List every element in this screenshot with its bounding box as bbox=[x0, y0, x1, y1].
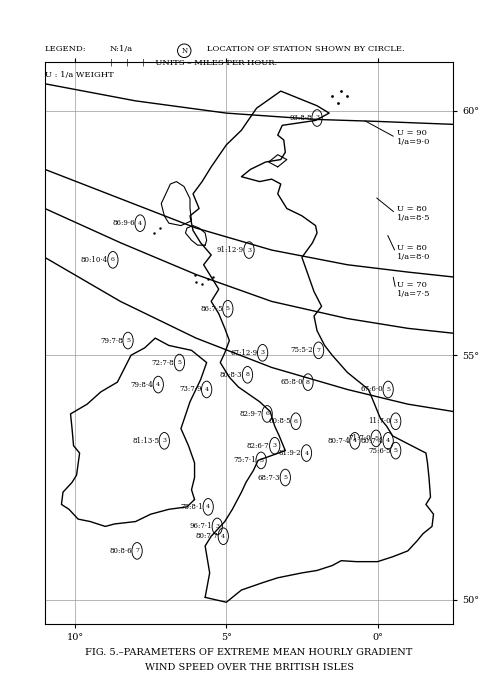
Text: 80:10·4: 80:10·4 bbox=[81, 256, 108, 264]
Text: 75:5·2: 75:5·2 bbox=[291, 346, 313, 355]
Text: 4: 4 bbox=[221, 534, 226, 539]
Text: 82:9·7: 82:9·7 bbox=[240, 410, 262, 418]
Text: 5: 5 bbox=[126, 338, 130, 343]
Text: 4: 4 bbox=[156, 382, 160, 387]
Text: FIG. 5.–PARAMETERS OF EXTREME MEAN HOURLY GRADIENT: FIG. 5.–PARAMETERS OF EXTREME MEAN HOURL… bbox=[85, 648, 413, 657]
Text: 7: 7 bbox=[135, 548, 139, 554]
Text: 91:12·9: 91:12·9 bbox=[217, 246, 244, 254]
Text: 81:13·5: 81:13·5 bbox=[132, 437, 159, 445]
Text: 4: 4 bbox=[304, 451, 309, 456]
Text: U : 1/a WEIGHT: U : 1/a WEIGHT bbox=[45, 71, 114, 79]
Text: LOCATION OF STATION SHOWN BY CIRCLE.: LOCATION OF STATION SHOWN BY CIRCLE. bbox=[199, 45, 405, 53]
Text: 67:12·9: 67:12·9 bbox=[231, 348, 257, 357]
Text: 3: 3 bbox=[260, 351, 264, 355]
Text: 86:7·5: 86:7·5 bbox=[200, 305, 223, 313]
Text: 80:7·7: 80:7·7 bbox=[196, 532, 218, 540]
Text: 80:7·4: 80:7·4 bbox=[327, 437, 350, 445]
Text: U = 80
1/a=8·5: U = 80 1/a=8·5 bbox=[397, 205, 431, 222]
Text: 5: 5 bbox=[374, 436, 378, 441]
Text: 3: 3 bbox=[215, 524, 219, 529]
Text: 4: 4 bbox=[206, 504, 210, 510]
Text: 72:7·8: 72:7·8 bbox=[152, 359, 174, 366]
Text: 68:7·3: 68:7·3 bbox=[257, 473, 280, 482]
Text: 6: 6 bbox=[111, 257, 115, 262]
Text: 3: 3 bbox=[315, 115, 319, 121]
Text: 80:8·6: 80:8·6 bbox=[110, 547, 132, 555]
Text: 75:7·1: 75:7·1 bbox=[234, 456, 256, 464]
Text: N:1/a: N:1/a bbox=[110, 45, 132, 53]
Text: 5: 5 bbox=[226, 306, 230, 311]
Text: 96:7·1: 96:7·1 bbox=[189, 523, 212, 530]
Text: 5: 5 bbox=[283, 475, 287, 480]
Text: 80:8·3: 80:8·3 bbox=[220, 371, 243, 379]
Text: 86:9·6: 86:9·6 bbox=[113, 219, 135, 227]
Text: 5: 5 bbox=[177, 360, 181, 365]
Text: U = 70
1/a=7·5: U = 70 1/a=7·5 bbox=[397, 281, 431, 298]
Text: 60:8·5: 60:8·5 bbox=[268, 417, 291, 425]
Text: 5: 5 bbox=[394, 448, 398, 453]
Text: 3: 3 bbox=[162, 438, 166, 443]
Text: 11:7·0: 11:7·0 bbox=[368, 417, 390, 425]
Text: 75:8·1: 75:8·1 bbox=[180, 503, 203, 511]
Text: 75:6·5: 75:6·5 bbox=[368, 447, 390, 455]
Text: 3: 3 bbox=[273, 443, 277, 448]
Text: 4: 4 bbox=[353, 438, 357, 443]
Text: WIND SPEED OVER THE BRITISH ISLES: WIND SPEED OVER THE BRITISH ISLES bbox=[144, 663, 354, 672]
Text: 81:9·2: 81:9·2 bbox=[279, 449, 301, 457]
Text: 5: 5 bbox=[386, 387, 390, 392]
Text: U = 90
1/a=9·0: U = 90 1/a=9·0 bbox=[397, 129, 431, 146]
Text: 79:7·8: 79:7·8 bbox=[100, 337, 123, 344]
Text: 73:7·9: 73:7·9 bbox=[179, 386, 202, 394]
Text: 4: 4 bbox=[386, 438, 390, 443]
Text: 8: 8 bbox=[246, 372, 249, 377]
Text: LEGEND:: LEGEND: bbox=[45, 45, 87, 53]
Text: 3: 3 bbox=[247, 248, 251, 252]
Text: 5: 5 bbox=[259, 458, 263, 463]
Text: 65:8·0: 65:8·0 bbox=[280, 378, 303, 386]
Text: N: N bbox=[181, 47, 187, 55]
Text: 67:6·0: 67:6·0 bbox=[361, 386, 383, 394]
Text: 79:8·4: 79:8·4 bbox=[130, 381, 153, 388]
Text: 4: 4 bbox=[138, 221, 142, 226]
Text: 8: 8 bbox=[306, 379, 310, 385]
Text: |     |     |    UNITS – MILES PER HOUR.: | | | UNITS – MILES PER HOUR. bbox=[110, 58, 277, 67]
Text: 93:8·8: 93:8·8 bbox=[289, 114, 312, 122]
Text: 6: 6 bbox=[265, 412, 269, 416]
Text: 7: 7 bbox=[317, 348, 321, 353]
Text: 6: 6 bbox=[294, 418, 298, 424]
Text: U = 80
1/a=8·0: U = 80 1/a=8·0 bbox=[397, 244, 431, 261]
Text: 82:6·7: 82:6·7 bbox=[247, 442, 269, 450]
Text: 4: 4 bbox=[205, 387, 209, 392]
Text: 71:7·0: 71:7·0 bbox=[348, 434, 371, 442]
Text: 3: 3 bbox=[394, 418, 398, 424]
Text: 80:7·4: 80:7·4 bbox=[361, 437, 383, 445]
